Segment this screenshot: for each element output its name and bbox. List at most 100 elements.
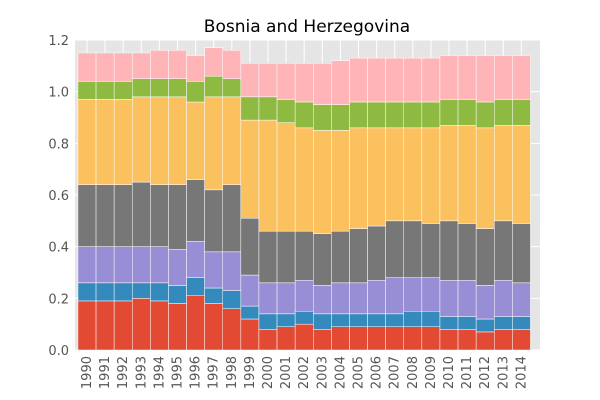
bar-segment-2007-s1 <box>385 313 404 328</box>
bar-segment-2006-s3 <box>367 225 386 281</box>
bar-segment-2008-s4 <box>403 127 423 222</box>
bar-segment-2009-s4 <box>421 127 441 224</box>
bar-segment-2009-s0 <box>421 326 441 351</box>
bar-segment-1992-s1 <box>113 282 133 302</box>
x-tick-label-2005: 2005 <box>352 356 367 389</box>
bar-segment-2004-s1 <box>331 313 350 328</box>
bar-segment-2013-s5 <box>494 99 513 126</box>
bar-segment-2013-s4 <box>494 125 513 222</box>
bar-segment-2004-s0 <box>331 326 350 351</box>
bar-segment-1998-s0 <box>222 308 242 351</box>
bar-segment-1991-s4 <box>95 99 115 185</box>
bar-segment-1992-s3 <box>113 184 133 247</box>
bar-segment-2011-s5 <box>457 99 477 126</box>
bar-segment-2000-s1 <box>258 313 278 330</box>
bar-segment-2010-s4 <box>439 125 459 222</box>
bar-segment-1998-s6 <box>222 50 242 79</box>
bar-segment-2004-s5 <box>331 104 350 131</box>
x-tick-label-1995: 1995 <box>171 356 186 389</box>
bar-segment-2001-s5 <box>276 99 296 123</box>
bar-segment-2002-s0 <box>294 323 314 351</box>
bar-segment-1991-s3 <box>95 184 115 247</box>
y-tick-label: 1.2 <box>48 34 69 49</box>
y-tick-label: 0.4 <box>48 241 69 256</box>
bar-segment-1990-s1 <box>77 282 97 302</box>
bar-segment-2011-s3 <box>457 223 477 281</box>
bar-segment-1990-s4 <box>77 99 97 185</box>
bar-segment-2012-s6 <box>475 55 495 103</box>
bar-segment-1999-s3 <box>240 218 260 276</box>
x-tick-label-2001: 2001 <box>279 356 294 389</box>
bar-segment-1997-s4 <box>204 96 223 191</box>
bar-segment-1994-s2 <box>150 246 169 284</box>
bar-segment-1999-s1 <box>240 305 260 320</box>
bar-segment-1995-s6 <box>168 50 187 79</box>
bar-segment-1995-s4 <box>168 96 187 185</box>
bar-segment-2007-s5 <box>385 101 404 129</box>
bar-segment-2014-s1 <box>512 316 531 330</box>
x-tick-label-1992: 1992 <box>116 356 131 389</box>
bar-segment-2001-s0 <box>276 326 296 351</box>
bar-segment-2009-s1 <box>421 311 441 327</box>
y-tick-label: 0.6 <box>48 189 69 204</box>
bar-segment-1999-s0 <box>240 318 260 351</box>
bar-segment-2006-s4 <box>367 127 386 227</box>
x-tick-label-1990: 1990 <box>80 356 95 389</box>
bar-segment-1994-s1 <box>150 282 169 302</box>
bar-segment-2003-s1 <box>313 313 332 330</box>
bars <box>77 47 531 351</box>
bar-segment-2008-s1 <box>403 311 423 327</box>
x-tick-label-2012: 2012 <box>478 356 493 389</box>
bar-segment-2008-s2 <box>403 277 423 312</box>
bar-segment-1992-s2 <box>113 246 133 284</box>
x-tick-label-2006: 2006 <box>370 356 385 389</box>
bar-segment-1996-s1 <box>186 277 205 296</box>
bar-segment-1999-s6 <box>240 63 260 98</box>
bar-segment-1998-s1 <box>222 290 242 309</box>
bar-segment-1993-s3 <box>132 181 151 247</box>
bar-segment-1991-s0 <box>95 300 115 351</box>
x-tick-label-1998: 1998 <box>225 356 240 389</box>
x-tick-label-1993: 1993 <box>134 356 149 389</box>
bar-segment-2014-s2 <box>512 282 531 317</box>
bar-segment-1994-s6 <box>150 50 169 79</box>
x-tick-label-2008: 2008 <box>406 356 421 389</box>
bar-segment-1996-s3 <box>186 179 205 242</box>
x-tick-label-2003: 2003 <box>315 356 330 389</box>
bar-segment-2000-s5 <box>258 96 278 121</box>
x-tick-label-1999: 1999 <box>243 356 258 389</box>
bar-segment-2008-s5 <box>403 101 423 129</box>
bar-segment-1993-s5 <box>132 78 151 98</box>
bar-segment-1994-s5 <box>150 78 169 98</box>
bar-segment-1996-s4 <box>186 101 205 180</box>
bar-segment-2012-s1 <box>475 318 495 333</box>
bar-segment-2014-s3 <box>512 223 531 284</box>
bar-segment-2005-s1 <box>349 313 368 328</box>
bar-segment-2000-s3 <box>258 230 278 284</box>
y-tick-label: 0.0 <box>48 344 69 359</box>
bar-segment-2007-s4 <box>385 127 404 222</box>
bar-segment-1993-s6 <box>132 52 151 80</box>
bar-segment-2008-s6 <box>403 57 423 103</box>
bar-segment-2003-s5 <box>313 104 332 131</box>
bar-segment-1991-s1 <box>95 282 115 302</box>
bar-segment-2005-s6 <box>349 57 368 103</box>
x-tick-label-2013: 2013 <box>496 356 511 389</box>
x-tick-label-2011: 2011 <box>460 356 475 389</box>
bar-segment-2004-s2 <box>331 282 350 315</box>
bar-segment-2012-s4 <box>475 127 495 229</box>
bar-segment-2011-s0 <box>457 329 477 351</box>
bar-segment-2007-s0 <box>385 326 404 351</box>
bar-segment-1998-s2 <box>222 251 242 291</box>
bar-segment-2002-s2 <box>294 280 314 312</box>
bar-segment-2003-s0 <box>313 329 332 351</box>
bar-segment-1993-s1 <box>132 282 151 299</box>
bar-segment-2003-s4 <box>313 130 332 235</box>
bar-segment-1995-s0 <box>168 303 187 351</box>
bar-segment-2009-s6 <box>421 57 441 103</box>
bar-segment-2009-s2 <box>421 277 441 312</box>
bar-segment-1994-s3 <box>150 184 169 247</box>
bar-segment-2009-s5 <box>421 101 441 129</box>
bar-segment-1999-s2 <box>240 274 260 307</box>
bar-segment-2010-s0 <box>439 329 459 351</box>
